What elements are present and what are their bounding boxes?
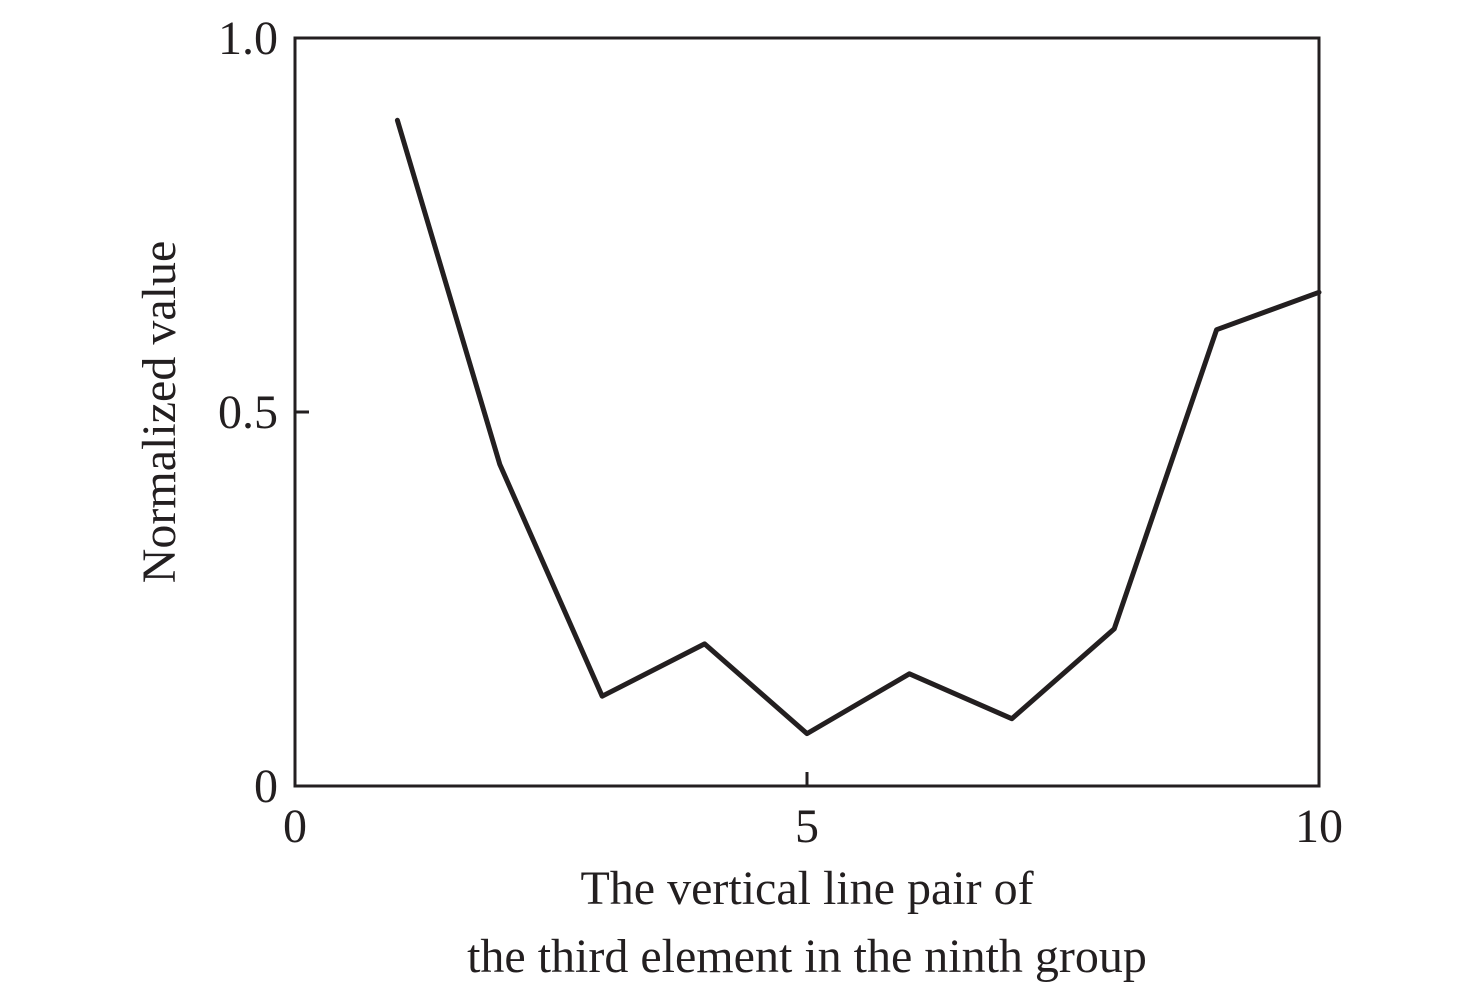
y-tick-label: 0 [254,760,278,813]
x-tick-label: 0 [283,800,307,853]
tick-labels: 0 5 10 0 0.5 1.0 [218,12,1343,853]
data-series-line [394,117,1322,737]
plot-frame [293,36,1321,788]
tick-marks [295,410,809,786]
x-tick-label: 10 [1295,800,1343,853]
x-tick-label: 5 [795,800,819,853]
x-axis-label-line-2: the third element in the ninth group [467,930,1147,983]
y-tick-label: 1.0 [218,12,278,65]
x-axis-label-line-1: The vertical line pair of [580,862,1033,915]
y-axis-label: Normalized value [133,241,186,584]
y-tick-label: 0.5 [218,386,278,439]
